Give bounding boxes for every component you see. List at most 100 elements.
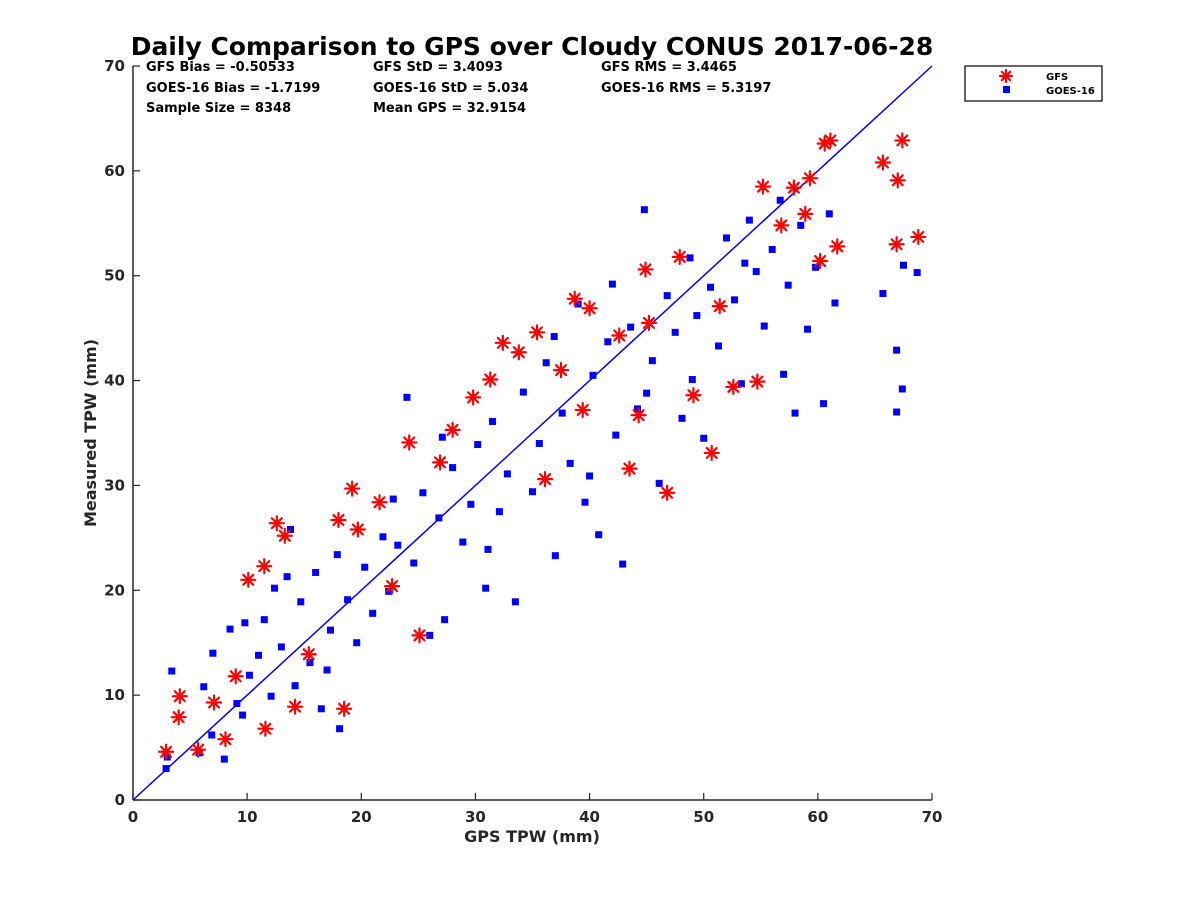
- goes16-point: [634, 405, 642, 413]
- goes16-point: [283, 573, 291, 581]
- gfs-points: [158, 132, 927, 760]
- goes16-point: [260, 616, 268, 624]
- stat-sample-size: Sample Size = 8348: [146, 101, 291, 116]
- goes16-point: [291, 682, 299, 690]
- gfs-point: [444, 421, 461, 438]
- goes16-point: [595, 531, 603, 539]
- goes16-point: [655, 479, 663, 487]
- goes16-point: [208, 731, 216, 739]
- gfs-point: [256, 558, 273, 575]
- goes16-point: [336, 725, 344, 733]
- goes16-point: [529, 488, 536, 496]
- x-ticks: 0 10 20 30 40 50 60 70: [128, 793, 943, 826]
- gfs-point: [217, 731, 234, 748]
- goes16-point: [581, 498, 589, 506]
- goes16-point: [731, 296, 739, 304]
- goes16-point: [551, 552, 559, 560]
- gfs-point: [371, 494, 388, 511]
- goes16-point: [317, 705, 325, 713]
- goes16-point: [495, 508, 503, 516]
- goes16-point: [820, 400, 828, 408]
- goes16-point: [804, 325, 812, 333]
- goes16-point: [449, 464, 457, 472]
- goes16-point: [535, 439, 543, 447]
- legend-box: [964, 65, 1103, 102]
- gfs-point: [510, 344, 527, 361]
- goes16-point: [344, 596, 352, 604]
- gfs-point: [227, 668, 244, 685]
- goes16-point: [482, 584, 490, 592]
- goes16-point: [426, 631, 434, 639]
- goes16-point: [163, 753, 171, 761]
- gfs-point: [749, 373, 766, 390]
- goes16-point: [737, 380, 745, 388]
- goes16-point: [435, 514, 443, 522]
- legend: GFS GOES-16: [964, 65, 1103, 102]
- stat-gfs-rms: GFS RMS = 3.4465: [601, 60, 737, 75]
- y-tick-label: 30: [104, 476, 125, 494]
- legend-goes16-marker: [1003, 86, 1010, 93]
- gfs-point: [910, 228, 927, 246]
- goes16-point: [558, 409, 566, 417]
- goes16-point: [608, 280, 616, 288]
- goes16-point: [241, 619, 249, 627]
- y-axis-label: Measured TPW (mm): [81, 339, 100, 527]
- gfs-point: [754, 178, 772, 195]
- y-tick-label: 40: [104, 372, 125, 390]
- goes16-point: [162, 765, 170, 773]
- goes16-point: [700, 434, 708, 442]
- goes16-point: [287, 525, 295, 533]
- y-tick-label: 50: [104, 267, 125, 285]
- gfs-point: [671, 248, 688, 265]
- gfs-point: [431, 454, 449, 471]
- goes16-point: [441, 616, 449, 624]
- gfs-point: [330, 511, 347, 529]
- gfs-point: [257, 720, 274, 737]
- goes16-point: [459, 538, 467, 546]
- gfs-point: [637, 261, 654, 278]
- goes16-point: [277, 643, 285, 651]
- gfs-point: [621, 460, 638, 477]
- gfs-point: [773, 217, 790, 234]
- legend-goes16-label: GOES-16: [1046, 86, 1095, 97]
- goes16-point: [333, 551, 341, 559]
- goes16-point: [323, 666, 331, 674]
- goes16-point: [780, 370, 788, 378]
- goes16-point: [797, 221, 805, 229]
- gfs-point: [874, 154, 892, 171]
- x-axis-label: GPS TPW (mm): [464, 827, 600, 846]
- goes16-point: [209, 649, 217, 657]
- goes16-point: [893, 346, 901, 354]
- gfs-point: [685, 387, 702, 404]
- goes16-point: [267, 692, 275, 700]
- x-tick-label: 70: [922, 808, 943, 826]
- gfs-point: [785, 179, 802, 196]
- goes16-point: [297, 598, 305, 606]
- gfs-point: [482, 371, 499, 388]
- gfs-point: [300, 646, 317, 663]
- goes16-point: [760, 322, 768, 330]
- legend-gfs-marker: [998, 68, 1014, 84]
- gfs-point: [630, 407, 647, 424]
- goes16-point: [812, 263, 820, 271]
- goes16-point: [226, 625, 234, 633]
- gfs-point: [552, 361, 570, 379]
- gfs-point: [725, 378, 742, 395]
- gfs-point: [812, 252, 829, 270]
- gfs-point: [581, 300, 598, 317]
- goes16-point: [438, 433, 446, 441]
- goes16-point: [671, 328, 679, 336]
- goes16-point: [511, 598, 519, 606]
- goes16-point: [784, 281, 792, 289]
- gfs-point: [659, 484, 676, 501]
- stat-mean-gps: Mean GPS = 32.9154: [373, 101, 526, 116]
- y-tick-label: 70: [104, 57, 125, 75]
- goes16-point: [627, 323, 635, 331]
- gfs-point: [829, 238, 846, 255]
- goes16-point: [707, 283, 715, 291]
- stat-goes-rms: GOES-16 RMS = 5.3197: [601, 81, 771, 96]
- goes16-point: [503, 470, 511, 478]
- y-tick-label: 0: [115, 791, 125, 809]
- x-tick-label: 40: [579, 808, 600, 826]
- goes16-point: [640, 206, 648, 214]
